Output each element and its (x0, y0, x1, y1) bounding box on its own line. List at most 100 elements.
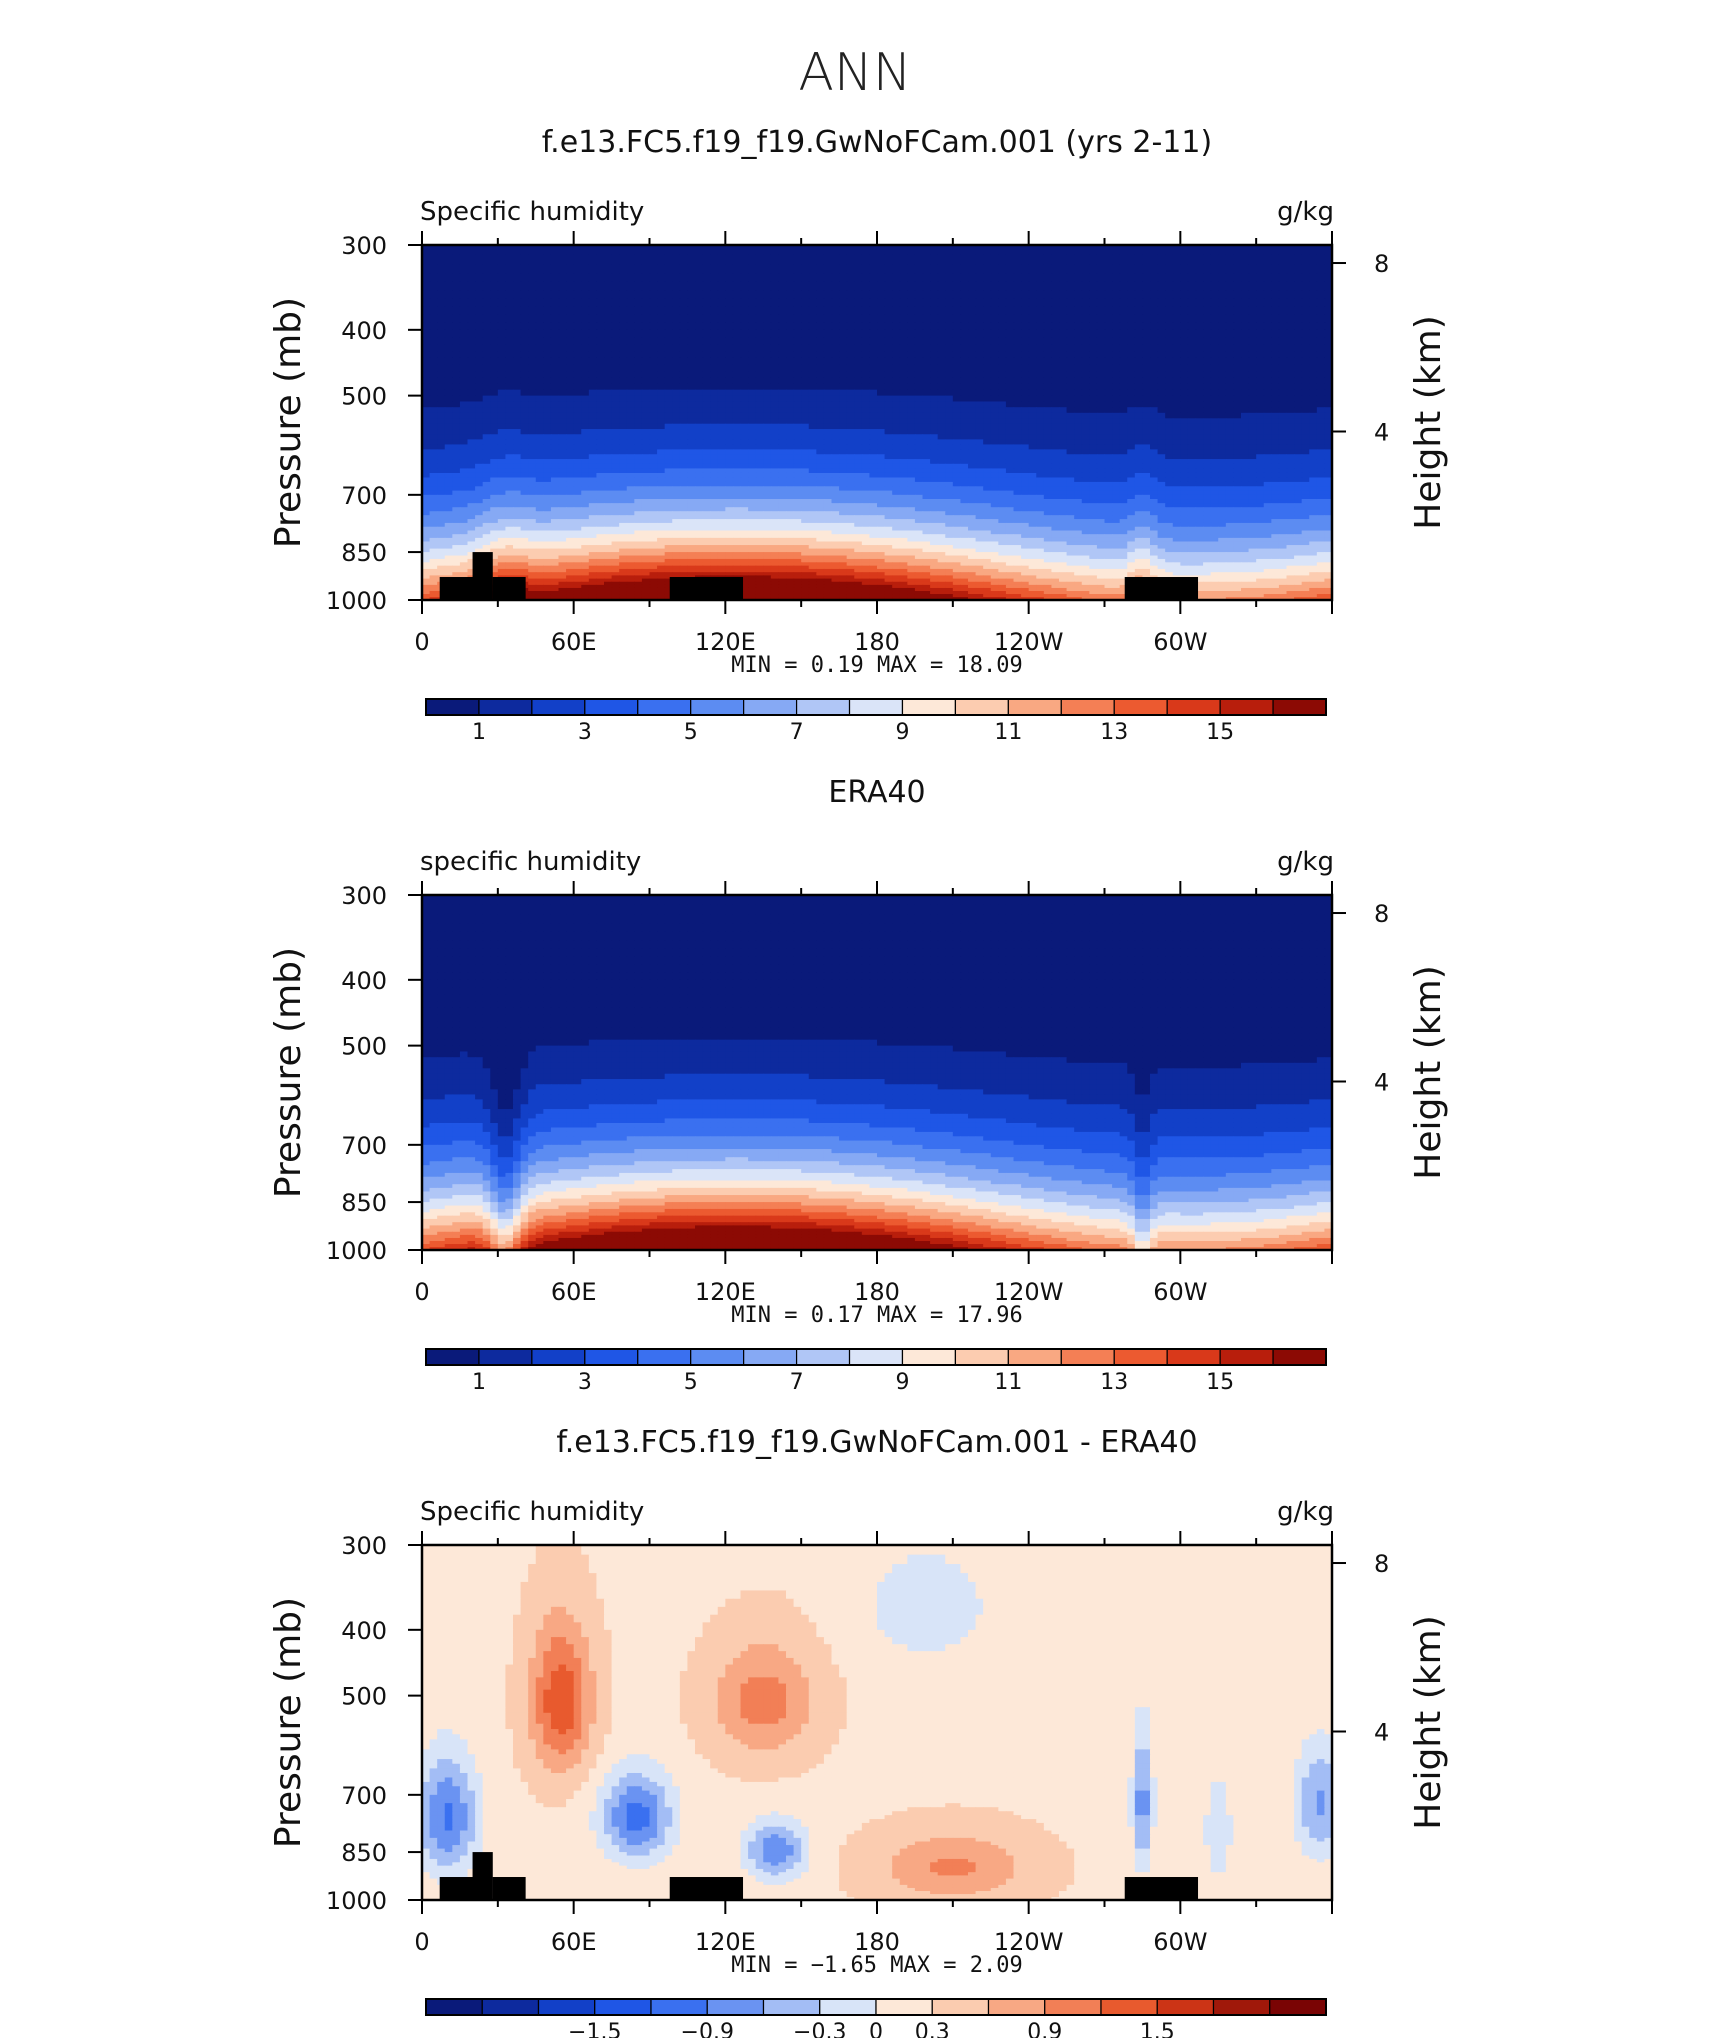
field-cell (938, 344, 946, 352)
field-cell (1317, 315, 1325, 323)
field-cell (566, 418, 574, 424)
field-cell (1112, 330, 1120, 338)
field-cell (1241, 299, 1249, 308)
field-cell (612, 396, 620, 402)
field-cell (627, 371, 635, 378)
field-cell (665, 365, 673, 372)
field-cell (1150, 344, 1158, 352)
field-cell (915, 418, 923, 424)
field-cell (786, 255, 794, 265)
field-cell (778, 377, 786, 384)
field-cell (1188, 390, 1196, 397)
field-cell (1021, 377, 1029, 384)
field-cell (687, 245, 695, 255)
field-cell (1188, 365, 1196, 372)
field-cell (1059, 439, 1067, 445)
field-cell (1112, 418, 1120, 424)
field-cell (794, 396, 802, 402)
field-cell (627, 315, 635, 323)
field-cell (490, 390, 498, 397)
field-cell (1264, 255, 1272, 265)
field-cell (498, 315, 506, 323)
field-cell (612, 255, 620, 265)
field-cell (1006, 439, 1014, 445)
field-cell (703, 424, 711, 430)
field-cell (854, 424, 862, 430)
field-cell (528, 290, 536, 299)
field-cell (1014, 365, 1022, 372)
field-cell (1317, 290, 1325, 299)
field-cell (854, 439, 862, 445)
field-cell (452, 434, 460, 440)
field-cell (1264, 434, 1272, 440)
field-cell (468, 290, 476, 299)
field-cell (650, 413, 658, 419)
field-cell (794, 429, 802, 435)
field-cell (627, 282, 635, 291)
field-cell (505, 337, 513, 345)
field-cell (953, 434, 961, 440)
field-cell (847, 245, 855, 255)
field-cell (551, 255, 559, 265)
field-cell (604, 330, 612, 338)
field-cell (1226, 290, 1234, 299)
field-cell (1074, 337, 1082, 345)
field-cell (824, 282, 832, 291)
field-cell (650, 358, 658, 365)
field-cell (1120, 290, 1128, 299)
field-cell (574, 434, 582, 440)
field-cell (452, 322, 460, 330)
field-cell (1302, 377, 1310, 384)
field-cell (1196, 429, 1204, 435)
field-cell (809, 290, 817, 299)
field-cell (1158, 396, 1166, 402)
field-cell (581, 307, 589, 315)
field-cell (794, 351, 802, 358)
field-cell (513, 315, 521, 323)
field-cell (718, 371, 726, 378)
field-cell (1173, 384, 1181, 391)
field-cell (1158, 344, 1166, 352)
field-cell (748, 401, 756, 407)
field-cell (665, 384, 673, 391)
field-cell (1211, 299, 1219, 308)
field-cell (839, 330, 847, 338)
field-cell (1112, 273, 1120, 282)
field-cell (1203, 337, 1211, 345)
field-cell (672, 245, 680, 255)
field-cell (854, 434, 862, 440)
field-cell (543, 439, 551, 445)
field-cell (695, 413, 703, 419)
field-cell (1188, 384, 1196, 391)
field-cell (513, 337, 521, 345)
field-cell (778, 245, 786, 255)
field-cell (1059, 358, 1067, 365)
field-cell (460, 351, 468, 358)
field-cell (771, 245, 779, 255)
field-cell (1006, 401, 1014, 407)
field-cell (1279, 255, 1287, 265)
field-cell (794, 439, 802, 445)
field-cell (998, 245, 1006, 255)
field-cell (1029, 290, 1037, 299)
field-cell (771, 299, 779, 308)
field-cell (862, 330, 870, 338)
field-cell (695, 245, 703, 255)
field-cell (1287, 245, 1295, 255)
field-cell (824, 401, 832, 407)
field-cell (1173, 315, 1181, 323)
field-cell (581, 384, 589, 391)
field-cell (824, 290, 832, 299)
field-cell (528, 371, 536, 378)
field-cell (877, 401, 885, 407)
field-cell (1249, 337, 1257, 345)
field-cell (551, 344, 559, 352)
field-cell (460, 396, 468, 402)
field-cell (672, 439, 680, 445)
field-cell (1097, 407, 1105, 413)
field-cell (589, 322, 597, 330)
field-cell (430, 245, 438, 255)
field-cell (680, 315, 688, 323)
field-cell (741, 358, 749, 365)
field-cell (1021, 390, 1029, 397)
